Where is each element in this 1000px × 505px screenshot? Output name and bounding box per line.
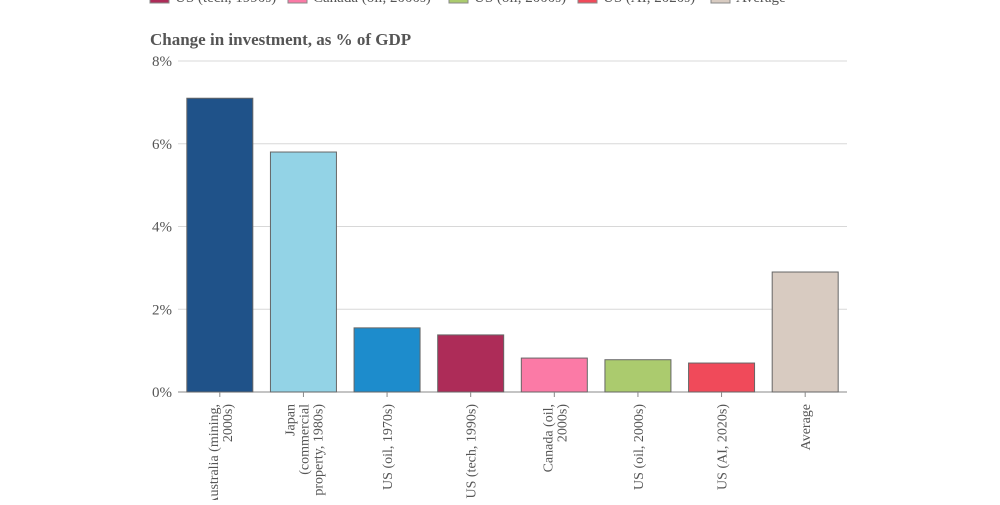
x-tick-label-line: Japan bbox=[283, 404, 298, 436]
y-tick-label: 6% bbox=[152, 137, 172, 153]
x-tick-label-line: Canada (oil, bbox=[541, 404, 556, 472]
legend-swatch bbox=[287, 0, 308, 4]
x-axis: Australia (mining,2000s) Japan(commercial… bbox=[207, 392, 814, 505]
bar[interactable] bbox=[437, 334, 505, 393]
x-tick-label: Canada (oil,2000s) bbox=[541, 404, 570, 473]
y-tick-label: 2% bbox=[152, 302, 172, 318]
legend-label: US (AI, 2020s) bbox=[603, 0, 695, 6]
x-tick-label: Average bbox=[799, 404, 814, 450]
y-tick-label: 0% bbox=[152, 385, 172, 401]
x-tick-label-line: US (oil, 2000s) bbox=[632, 404, 647, 490]
x-tick-label: US (tech, 1990s) bbox=[465, 404, 480, 499]
x-tick-label-line: (commercial bbox=[297, 404, 312, 475]
bar[interactable] bbox=[771, 271, 839, 393]
legend-label: Average bbox=[736, 0, 786, 6]
x-tick-label-line: US (oil, 1970s) bbox=[381, 404, 396, 490]
bar[interactable] bbox=[269, 151, 337, 393]
legend: US (tech, 1990s) Canada (oil, 2000s) US (o… bbox=[149, 0, 786, 6]
x-tick-label-line: 2000s) bbox=[555, 404, 570, 442]
chart-title: Change in investment, as % of GDP bbox=[150, 30, 411, 49]
legend-label: US (tech, 1990s) bbox=[175, 0, 276, 6]
x-tick-label-line: 2000s) bbox=[221, 404, 236, 442]
x-tick-label: Australia (mining,2000s) bbox=[207, 404, 236, 500]
legend-label: US (oil, 2000s) bbox=[474, 0, 566, 6]
x-tick-label-line: property, 1980s) bbox=[311, 404, 326, 496]
legend-swatch bbox=[577, 0, 598, 4]
y-tick-label: 4% bbox=[152, 220, 172, 236]
x-tick-label-line: Average bbox=[799, 404, 814, 450]
y-axis: 0% 2% 4% 6% 8% bbox=[152, 54, 172, 401]
legend-label: Canada (oil, 2000s) bbox=[313, 0, 431, 6]
bar[interactable] bbox=[688, 362, 756, 393]
legend-swatch bbox=[149, 0, 170, 4]
x-tick-label: Japan(commercialproperty, 1980s) bbox=[283, 404, 326, 496]
bar[interactable] bbox=[604, 359, 672, 393]
x-tick-label-line: Australia (mining, bbox=[207, 404, 222, 500]
x-tick-label-line: US (tech, 1990s) bbox=[465, 404, 480, 499]
x-tick-label: US (oil, 1970s) bbox=[381, 404, 396, 490]
bar[interactable] bbox=[186, 97, 254, 393]
x-tick-label: US (AI, 2020s) bbox=[716, 404, 731, 490]
y-tick-label: 8% bbox=[152, 54, 172, 70]
legend-swatch bbox=[448, 0, 469, 4]
bar[interactable] bbox=[353, 327, 421, 393]
legend-swatch bbox=[710, 0, 731, 4]
x-tick-label: US (oil, 2000s) bbox=[632, 404, 647, 490]
bar[interactable] bbox=[520, 357, 588, 393]
bars bbox=[186, 97, 839, 393]
x-tick-label-line: US (AI, 2020s) bbox=[716, 404, 731, 490]
